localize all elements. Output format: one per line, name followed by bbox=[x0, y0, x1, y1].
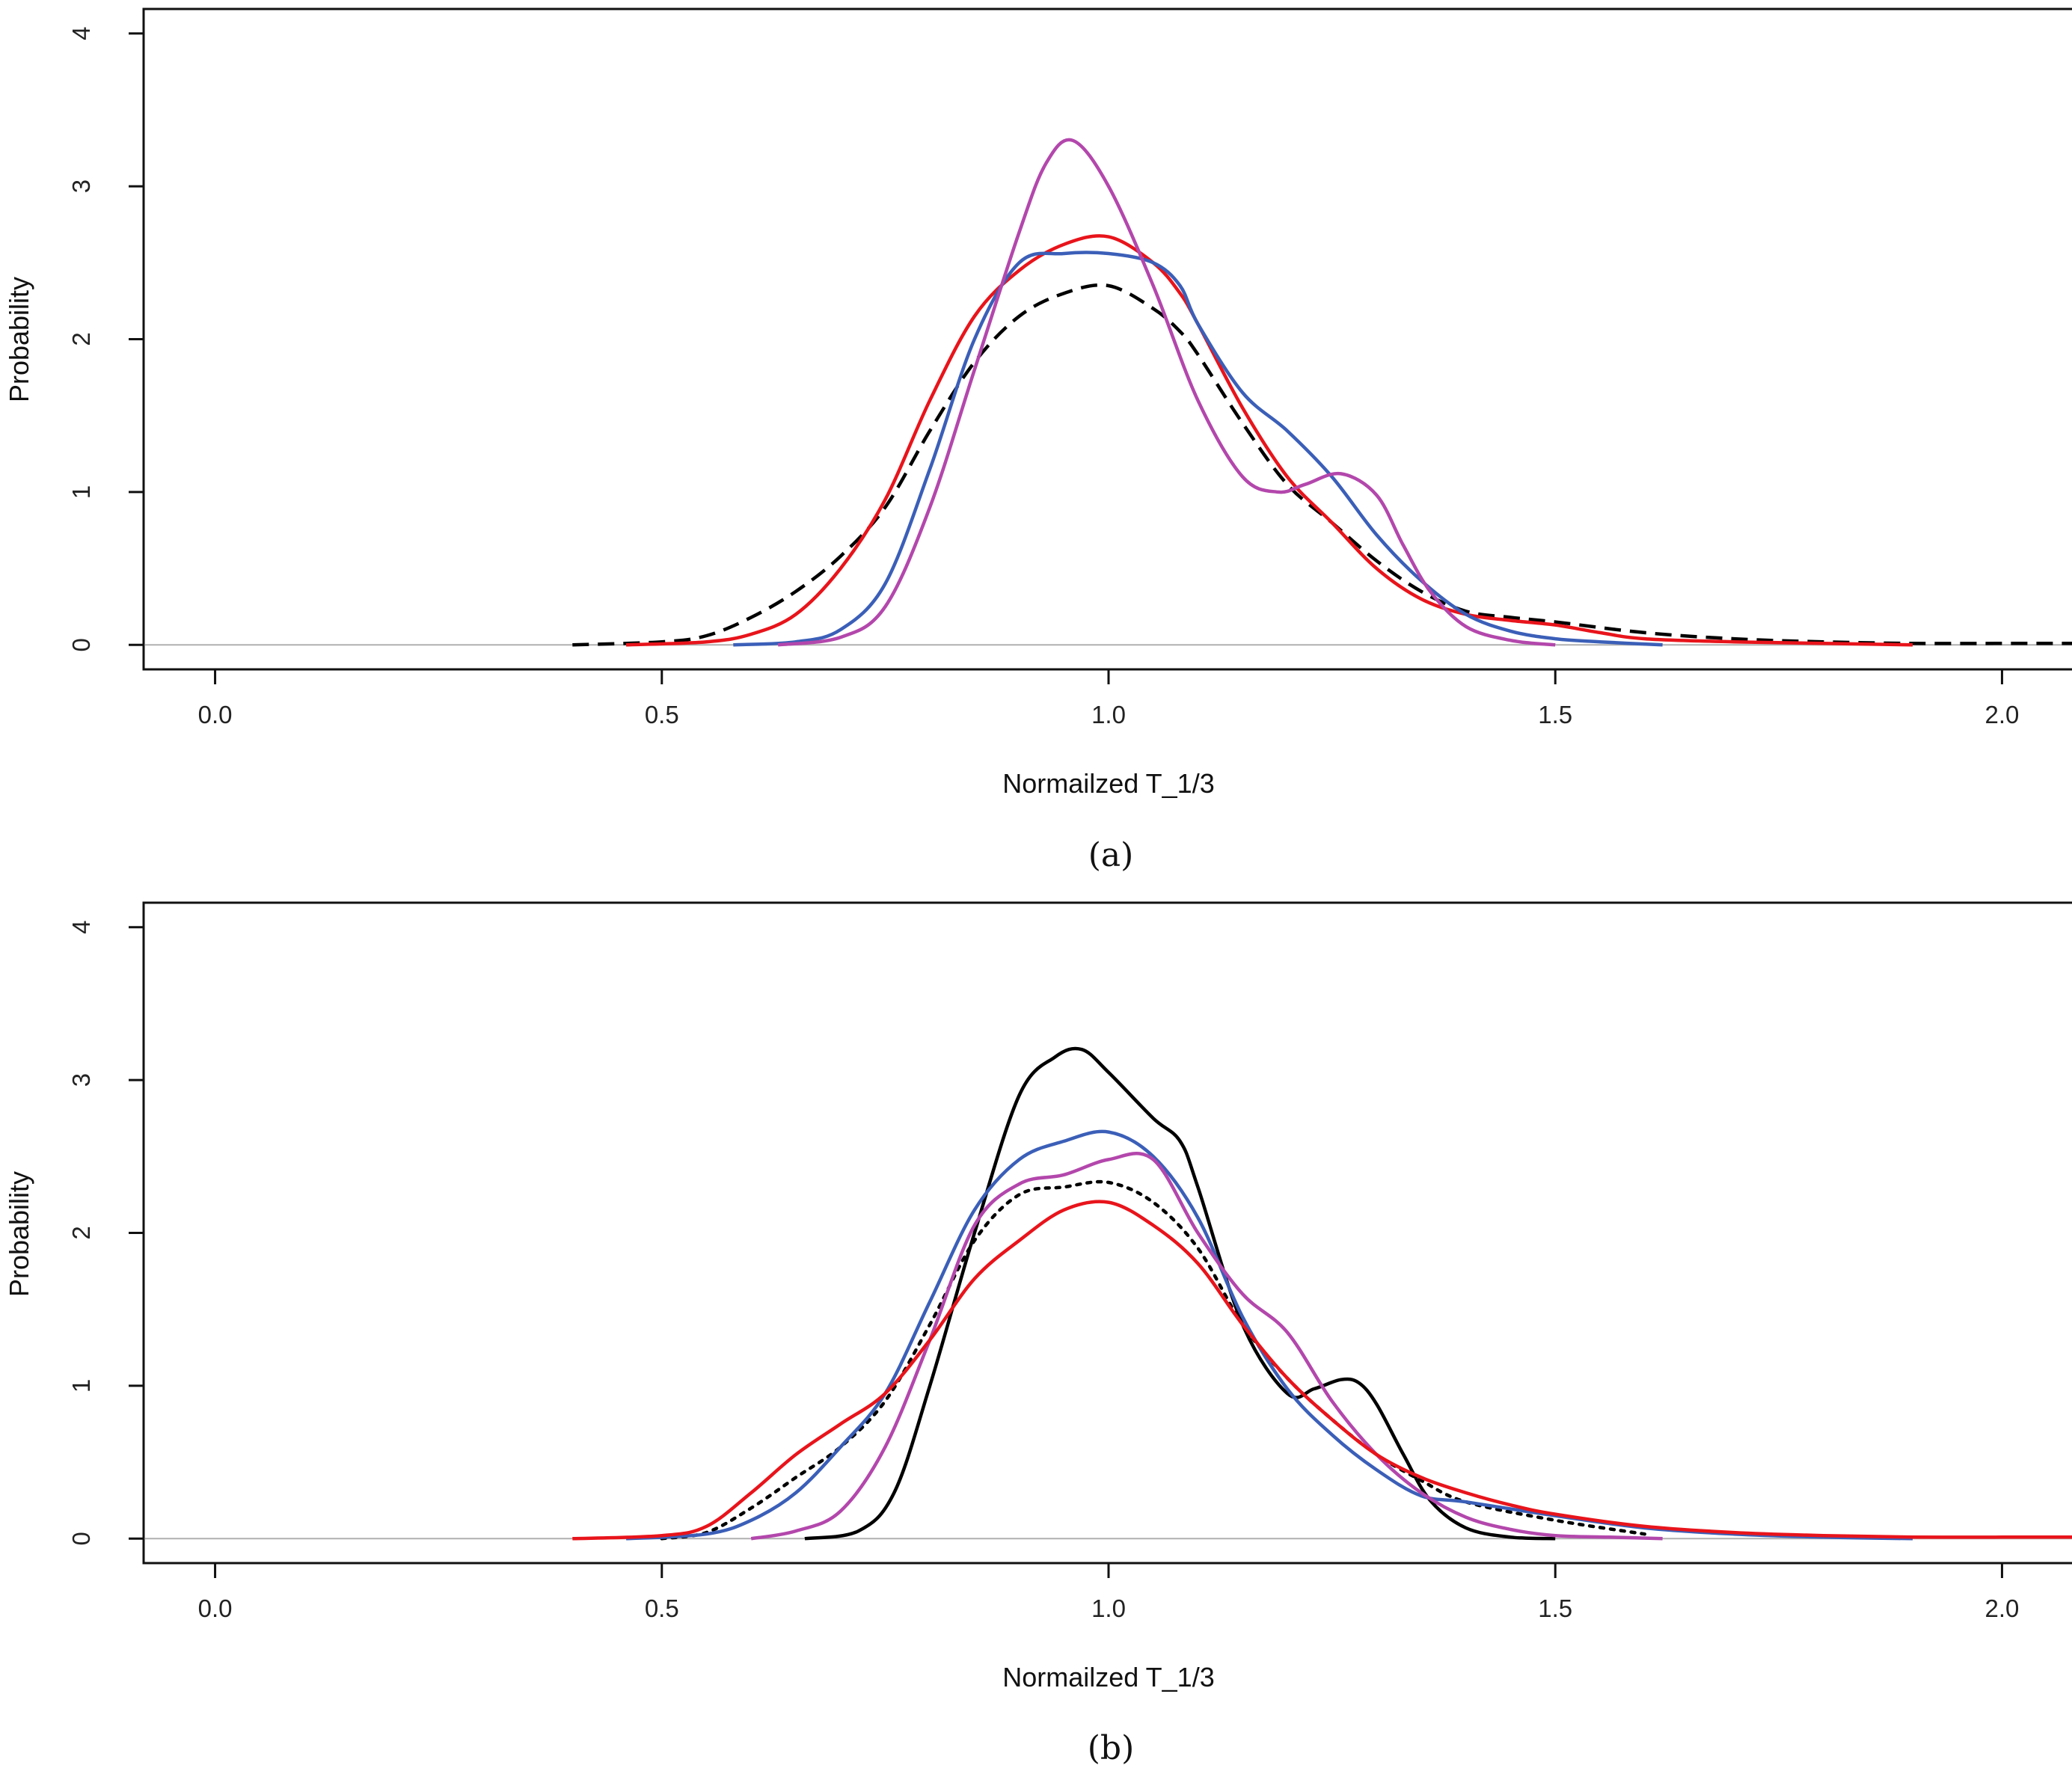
series-layer bbox=[572, 1046, 2072, 1541]
x-axis: 0.0 0.5 1.0 1.5 2.0 bbox=[198, 1563, 2020, 1622]
x-tick-label: 2.0 bbox=[1985, 1595, 2020, 1622]
y-tick-label: 3 bbox=[67, 179, 95, 193]
x-tick-label: 2.0 bbox=[1985, 701, 2020, 728]
y-tick-label: 1 bbox=[67, 485, 95, 499]
x-tick-label: 1.5 bbox=[1538, 1595, 1572, 1622]
series-line-2 bbox=[660, 1179, 1646, 1541]
plot-frame bbox=[142, 7, 2072, 671]
y-tick-label: 4 bbox=[67, 921, 95, 934]
series-line-2 bbox=[625, 234, 1913, 647]
y-tick-label: 1 bbox=[67, 1379, 95, 1393]
x-axis: 0.0 0.5 1.0 1.5 2.0 bbox=[198, 669, 2020, 728]
y-tick-label: 3 bbox=[67, 1073, 95, 1087]
series-line-4 bbox=[777, 138, 1556, 647]
series-line-1 bbox=[804, 1046, 1556, 1541]
series-line-3 bbox=[733, 251, 1663, 647]
series-line-5 bbox=[572, 1200, 2072, 1541]
series-line-3 bbox=[625, 1129, 1913, 1541]
y-axis-title: Probability bbox=[4, 277, 34, 402]
plot-frame bbox=[142, 901, 2072, 1565]
y-tick-label: 2 bbox=[67, 1226, 95, 1239]
x-tick-label: 1.5 bbox=[1538, 701, 1572, 728]
panel-label: (a) bbox=[1088, 836, 1134, 874]
x-tick-label: 0.5 bbox=[645, 701, 679, 728]
x-tick-label: 0.5 bbox=[645, 1595, 679, 1622]
series-layer bbox=[572, 138, 2072, 647]
x-tick-label: 1.0 bbox=[1091, 1595, 1126, 1622]
y-tick-label: 0 bbox=[67, 1532, 95, 1545]
panel-b: 0.0 0.5 1.0 1.5 2.0 0 1 2 3 4 Normailzed T_1/3 P… bbox=[4, 901, 2072, 1767]
x-axis-title: Normailzed T_1/3 bbox=[1002, 1662, 1214, 1692]
x-tick-label: 1.0 bbox=[1091, 701, 1126, 728]
y-tick-label: 2 bbox=[67, 332, 95, 346]
x-axis-title: Normailzed T_1/3 bbox=[1002, 768, 1214, 799]
series-line-4 bbox=[750, 1152, 1663, 1541]
y-tick-label: 4 bbox=[67, 27, 95, 40]
panel-a: 0.0 0.5 1.0 1.5 2.0 0 1 2 3 4 Normailzed T_1/3 P… bbox=[4, 7, 2072, 874]
y-axis: 0 1 2 3 4 bbox=[67, 921, 144, 1545]
series-line-1 bbox=[572, 283, 2072, 647]
x-tick-label: 0.0 bbox=[198, 1595, 233, 1622]
x-tick-label: 0.0 bbox=[198, 701, 233, 728]
y-axis-title: Probability bbox=[4, 1171, 34, 1297]
panel-label: (b) bbox=[1088, 1729, 1135, 1767]
y-axis: 0 1 2 3 4 bbox=[67, 27, 144, 651]
y-tick-label: 0 bbox=[67, 638, 95, 651]
